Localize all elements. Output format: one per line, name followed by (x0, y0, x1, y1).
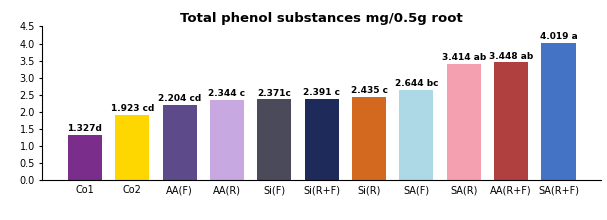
Bar (447, 64, 481, 180)
Bar (257, 99, 291, 180)
Bar (163, 105, 197, 180)
Title: Total phenol substances mg/0.5g root: Total phenol substances mg/0.5g root (180, 12, 463, 25)
Bar (494, 62, 528, 180)
Bar (115, 115, 149, 180)
Text: 2.391 c: 2.391 c (304, 88, 340, 97)
Text: 2.204 cd: 2.204 cd (158, 94, 202, 103)
Text: 2.644 bc: 2.644 bc (395, 79, 438, 88)
Text: 2.344 c: 2.344 c (208, 90, 246, 99)
Text: 1.327d: 1.327d (67, 124, 103, 133)
Text: 3.448 ab: 3.448 ab (489, 52, 534, 61)
Bar (68, 135, 102, 180)
Text: 3.414 ab: 3.414 ab (442, 53, 486, 62)
Text: 1.923 cd: 1.923 cd (110, 104, 154, 113)
Text: 2.371c: 2.371c (257, 88, 291, 97)
Bar (210, 100, 244, 180)
Bar (305, 99, 339, 180)
Bar (399, 90, 433, 180)
Bar (352, 97, 386, 180)
Bar (541, 43, 575, 180)
Text: 4.019 a: 4.019 a (540, 32, 577, 41)
Text: 2.435 c: 2.435 c (351, 86, 387, 95)
